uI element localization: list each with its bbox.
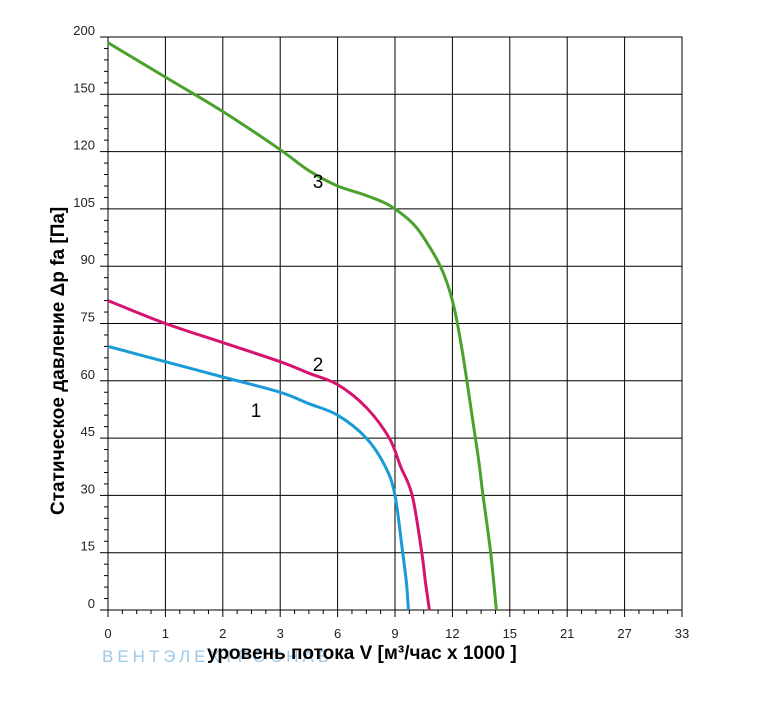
curve-3 [107,41,498,611]
x-tick-label: 21 [560,626,574,641]
y-tick-label: 150 [73,80,95,95]
y-tick-label: 60 [81,367,95,382]
x-tick-label: 12 [445,626,459,641]
watermark: ВЕНТЭЛЕКТРОСНАБ [102,647,333,666]
x-tick-label: 15 [503,626,517,641]
curve-label-3: 3 [313,172,324,193]
y-tick-labels: 0 15 30 45 60 75 90 105 120 150 200 [73,23,95,611]
x-tick-label: 2 [219,626,226,641]
x-tick-label: 33 [675,626,689,641]
curve-labels: 1 2 3 [251,172,324,422]
curve-label-2: 2 [313,355,324,376]
x-tick-label: 9 [391,626,398,641]
curve-1 [107,344,410,611]
y-tick-label: 0 [88,596,95,611]
x-tick-label: 27 [617,626,631,641]
y-tick-label: 15 [81,539,95,554]
curve-label-1: 1 [251,401,262,422]
y-tick-label: 120 [73,138,95,153]
y-tick-label: 200 [73,23,95,38]
y-tick-label: 30 [81,481,95,496]
x-tick-labels: 0 1 2 3 6 9 12 15 21 27 33 [104,626,689,641]
x-tick-label: 3 [277,626,284,641]
x-tick-label: 1 [162,626,169,641]
x-axis-title: уровень потока V [м³/час x 1000 ] [207,643,517,664]
x-tick-label: 0 [104,626,111,641]
x-tick-label: 6 [334,626,341,641]
grid-lines [108,37,682,610]
curves [107,41,498,611]
minor-ticks [100,36,683,617]
y-axis-title: Статическое давление Δp fa [Па] [48,207,69,515]
y-tick-label: 75 [81,310,95,325]
y-tick-label: 90 [81,252,95,267]
y-tick-label: 45 [81,424,95,439]
y-tick-label: 105 [73,195,95,210]
curve-2 [107,299,431,611]
